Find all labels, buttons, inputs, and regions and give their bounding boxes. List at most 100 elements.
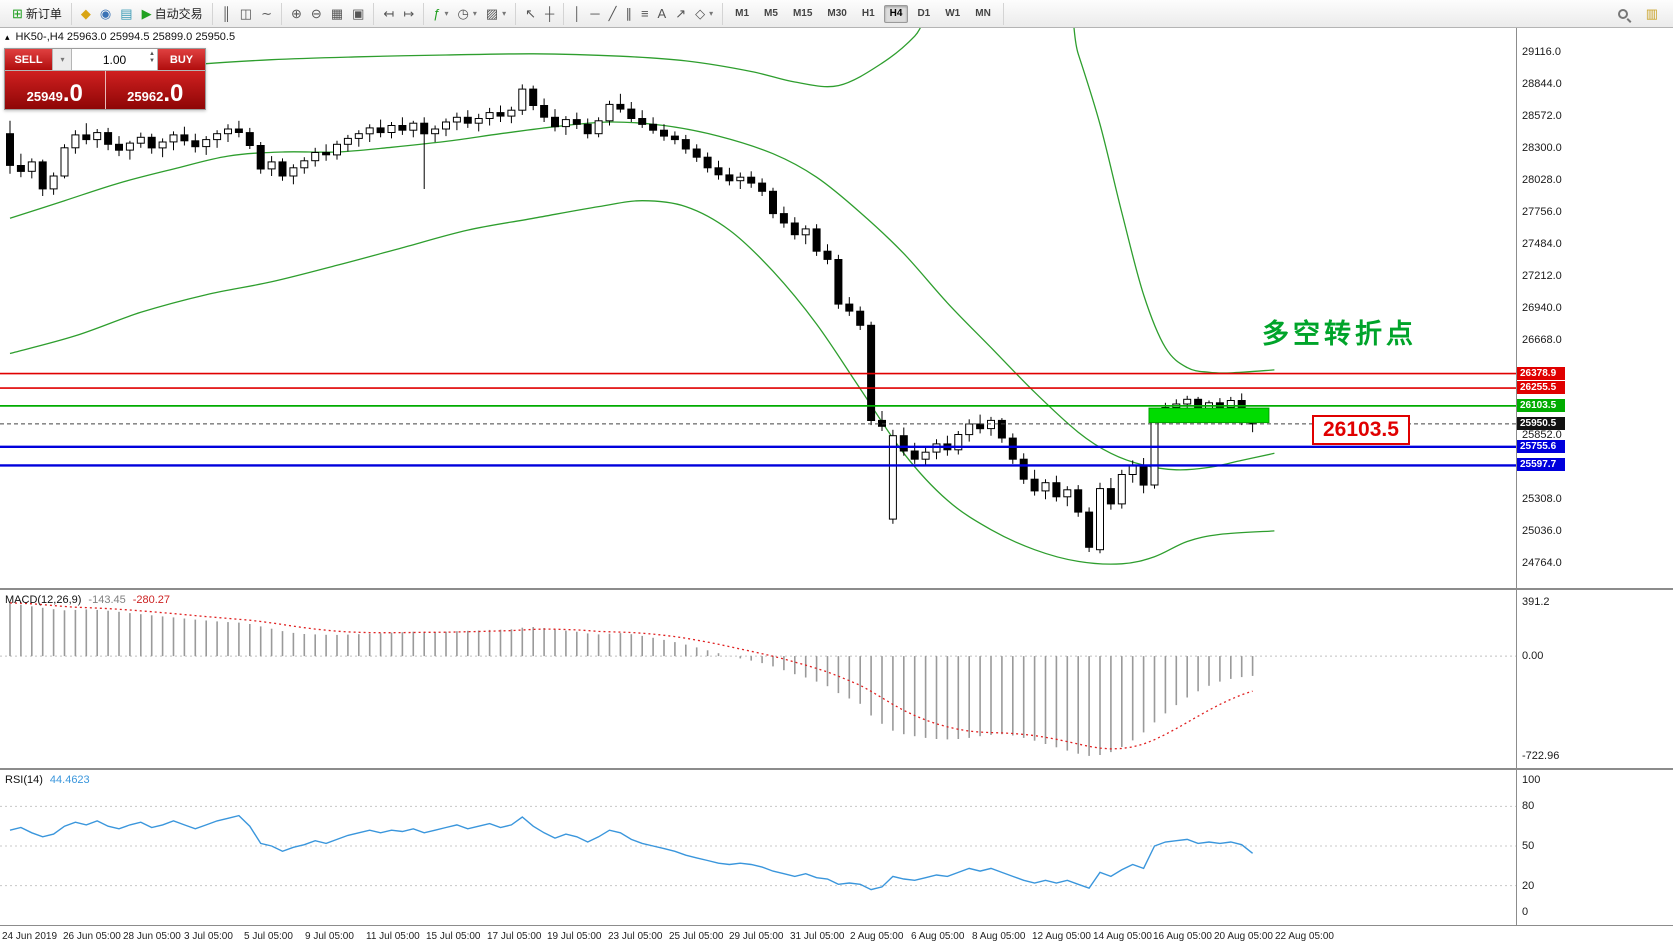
crosshair-button[interactable]: ┼ <box>541 4 558 23</box>
candle-body <box>311 152 320 162</box>
price-chart[interactable] <box>0 28 1516 588</box>
new-order-icon: ⊞ <box>12 6 23 21</box>
auto-scroll-button[interactable]: ▣ <box>348 4 368 23</box>
time-axis-label: 3 Jul 05:00 <box>184 931 233 942</box>
vertical-line-button[interactable]: │ <box>569 4 585 23</box>
indicators-button[interactable]: ƒ ▾ <box>429 4 452 23</box>
candle-body <box>136 136 145 144</box>
time-axis-label: 8 Aug 05:00 <box>972 931 1026 942</box>
caret-down-icon: ▾ <box>472 8 477 18</box>
turning-point-annotation[interactable]: 多空转折点 <box>1262 319 1417 349</box>
community-icon: ▥ <box>1645 6 1658 21</box>
time-axis[interactable]: 24 Jun 2019 26 Jun 05:00 28 Jun 05:00 3 Jul… <box>0 925 1673 950</box>
candle-body <box>670 135 679 141</box>
order-group: ⊞ 新订单 <box>3 2 72 25</box>
candle-body <box>736 176 745 182</box>
bollinger-middle-line <box>9 121 1275 471</box>
timeframe-w1-button[interactable]: W1 <box>945 7 961 19</box>
highlight-rectangle[interactable] <box>1148 407 1270 424</box>
timeframe-h4-button[interactable]: H4 <box>883 4 909 23</box>
candle-body <box>1030 478 1039 492</box>
chart-shift-button[interactable]: ↤ <box>379 4 398 23</box>
time-axis-label: 19 Jul 05:00 <box>547 931 602 942</box>
timeframe-group: M1 M5 M15 M30 H1 H4 D1 W1 MN <box>723 2 1004 25</box>
candle-body <box>594 120 603 135</box>
line-chart-button[interactable]: ∼ <box>257 4 276 23</box>
lot-spinner[interactable]: ▲ ▼ <box>149 51 155 65</box>
candle-body <box>1150 416 1159 486</box>
timeframe-mn-button[interactable]: MN <box>975 7 991 19</box>
buy-price-panel[interactable]: 25962.0 <box>105 71 205 109</box>
macd-panel[interactable]: MACD(12,26,9) -143.45 -280.27 391.2 0.00 -… <box>0 588 1673 768</box>
candle-body <box>878 419 886 427</box>
timeframe-h1-button[interactable]: H1 <box>861 7 875 19</box>
periods-icon: ◷ <box>457 6 469 21</box>
timeframe-m1-button[interactable]: M1 <box>735 7 750 19</box>
rsi-axis-label: 100 <box>1522 774 1541 786</box>
buy-price-fraction: .0 <box>163 80 184 107</box>
price-level-box[interactable]: 26103.5 <box>1312 415 1410 445</box>
market-watch-button[interactable]: ◉ <box>96 4 115 23</box>
channel-button[interactable]: ∥ <box>621 4 636 23</box>
buy-button[interactable]: BUY <box>158 49 205 70</box>
candle-body <box>976 423 985 430</box>
autotrade-icon: ▶ <box>141 6 152 21</box>
text-button[interactable]: A <box>654 4 671 23</box>
candle-body <box>104 132 113 145</box>
trendline-button[interactable]: ╱ <box>605 4 621 23</box>
templates-button[interactable]: ▨ ▾ <box>482 4 510 23</box>
time-axis-label: 25 Jul 05:00 <box>669 931 724 942</box>
symbol-info: ▴ HK50-,H4 25963.0 25994.5 25899.0 25950… <box>5 31 235 43</box>
zoom-in-button[interactable]: ⊕ <box>287 4 306 23</box>
new-order-button[interactable]: ⊞ 新订单 <box>8 4 66 23</box>
candle-body <box>16 165 25 172</box>
text-icon: A <box>657 6 667 21</box>
candle-body <box>888 435 897 520</box>
fibonacci-button[interactable]: ≡ <box>637 4 653 23</box>
shapes-button[interactable]: ◇ ▾ <box>691 4 717 23</box>
candle-body <box>452 116 461 123</box>
timeframe-m5-button[interactable]: M5 <box>764 7 778 19</box>
time-axis-label: 28 Jun 05:00 <box>123 931 181 942</box>
rsi-value: 44.4623 <box>49 774 90 786</box>
periods-button[interactable]: ◷ ▾ <box>453 4 480 23</box>
sell-price-panel[interactable]: 25949.0 <box>5 71 106 109</box>
horizontal-line-icon: ─ <box>590 6 600 21</box>
rsi-axis[interactable]: 100 80 50 20 0 <box>1516 770 1673 925</box>
timeframe-m30-button[interactable]: M30 <box>827 7 847 19</box>
tile-windows-button[interactable]: ▦ <box>327 4 347 23</box>
quick-search-button[interactable] <box>1614 6 1632 22</box>
price-axis-label: 28844.0 <box>1522 78 1562 90</box>
time-axis-label: 23 Jul 05:00 <box>608 931 663 942</box>
price-chart-panel[interactable]: ▴ HK50-,H4 25963.0 25994.5 25899.0 25950… <box>0 28 1673 588</box>
autotrade-button[interactable]: ▶ 自动交易 <box>138 4 207 23</box>
macd-axis-label: 391.2 <box>1522 596 1550 608</box>
price-axis[interactable]: 29116.0 28844.0 28572.0 28300.0 28028.0 27756… <box>1516 28 1673 588</box>
rsi-panel[interactable]: RSI(14) 44.4623 100 80 50 20 0 <box>0 768 1673 925</box>
bar-chart-button[interactable]: ║ <box>218 4 235 23</box>
lot-size-input[interactable] <box>72 52 157 67</box>
macd-axis[interactable]: 391.2 0.00 -722.96 <box>1516 590 1673 768</box>
arrow-label-button[interactable]: ↗ <box>671 4 690 23</box>
scroll-to-end-button[interactable]: ↦ <box>399 4 418 23</box>
data-window-button[interactable]: ▤ <box>116 4 136 23</box>
horizontal-line-button[interactable]: ─ <box>586 4 603 23</box>
profiles-button[interactable]: ◆ <box>77 4 95 23</box>
sell-button[interactable]: SELL <box>5 49 52 70</box>
cursor-button[interactable]: ↖ <box>521 4 540 23</box>
arrow-label-icon: ↗ <box>675 6 687 21</box>
candle-body <box>681 139 690 150</box>
timeframe-d1-button[interactable]: D1 <box>917 7 931 19</box>
candle-body <box>1008 437 1017 460</box>
candle-body <box>38 161 47 190</box>
zoom-out-button[interactable]: ⊖ <box>307 4 326 23</box>
macd-chart[interactable] <box>0 590 1516 768</box>
candle-body <box>1194 398 1203 410</box>
community-button[interactable]: ▥ <box>1642 4 1662 23</box>
candle-body <box>71 134 80 149</box>
timeframe-m15-button[interactable]: M15 <box>792 7 813 19</box>
candlestick-chart-button[interactable]: ◫ <box>236 4 256 23</box>
order-type-dropdown[interactable]: ▾ <box>52 49 72 70</box>
rsi-chart[interactable] <box>0 770 1516 925</box>
candle-body <box>921 451 930 460</box>
